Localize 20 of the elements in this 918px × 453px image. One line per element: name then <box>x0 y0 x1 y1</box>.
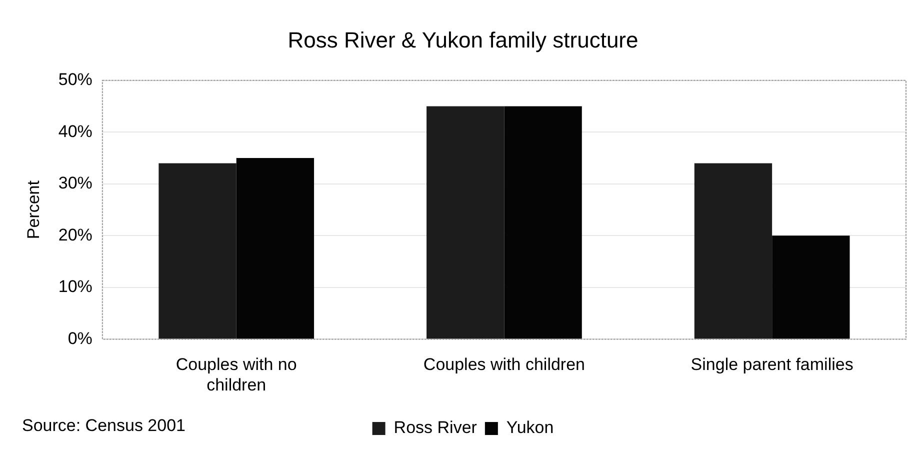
y-tick-label: 10% <box>58 277 92 296</box>
x-tick-label: Single parent families <box>690 355 854 374</box>
legend-label: Ross River <box>394 418 478 438</box>
x-tick-label: Couples with no children <box>176 355 297 394</box>
y-tick-label: 30% <box>58 174 92 193</box>
source-note: Source: Census 2001 <box>22 416 186 436</box>
y-tick-label: 40% <box>58 122 92 141</box>
x-tick-label: Couples with children <box>423 355 586 374</box>
y-tick-label: 20% <box>58 225 92 244</box>
chart-title: Ross River & Yukon family structure <box>288 27 638 52</box>
bar <box>426 106 504 339</box>
bar <box>236 158 314 339</box>
bar <box>694 163 772 339</box>
bar <box>772 236 850 339</box>
bar <box>504 106 582 339</box>
y-tick-label: 0% <box>68 328 92 348</box>
legend-label: Yukon <box>506 418 554 438</box>
y-axis-title: Percent <box>24 180 43 240</box>
bar <box>158 163 236 339</box>
y-tick-label: 50% <box>58 70 92 90</box>
